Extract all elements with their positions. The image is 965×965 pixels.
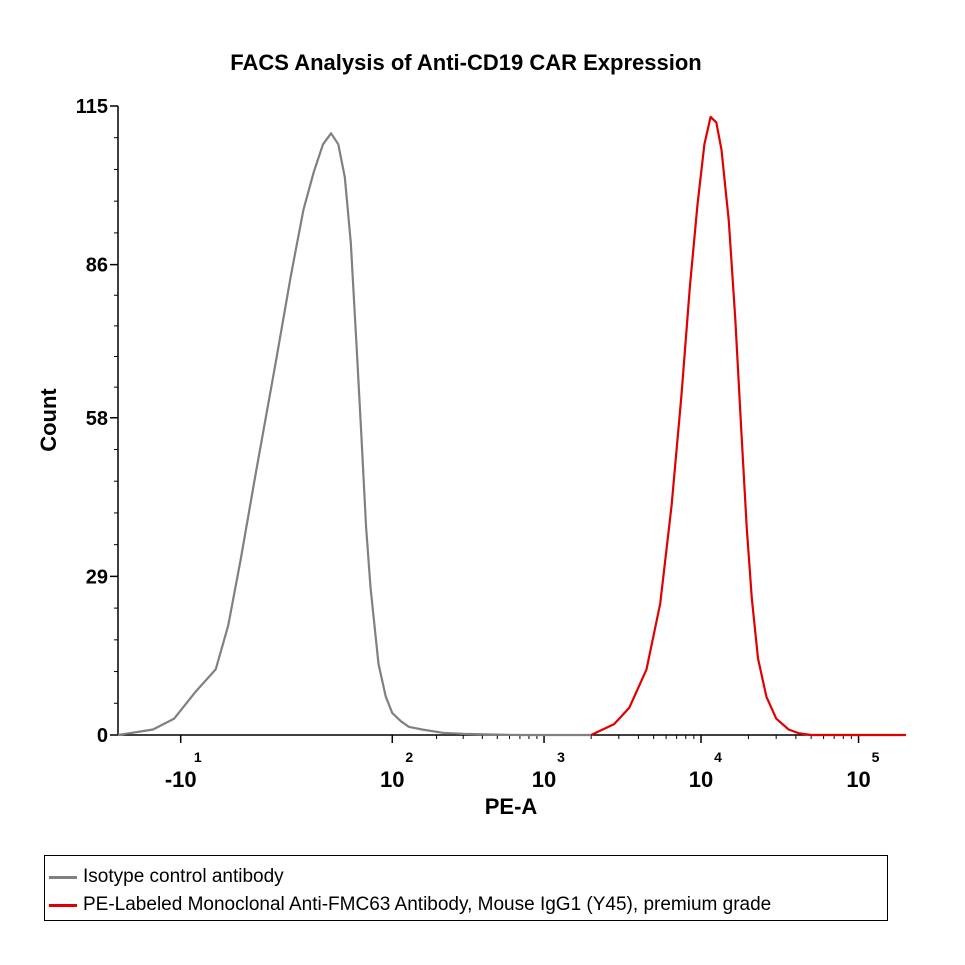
y-tick-label: 29: [86, 566, 108, 588]
legend-item-isotype: Isotype control antibody: [49, 864, 284, 890]
y-tick-label: 0: [97, 725, 108, 747]
legend-swatch-red: [49, 903, 77, 907]
x-tick-label: 10: [689, 767, 713, 792]
x-tick-exponent: 4: [714, 749, 722, 765]
legend-label: Isotype control antibody: [83, 866, 284, 887]
legend-item-pe-labeled: PE-Labeled Monoclonal Anti-FMC63 Antibod…: [49, 892, 771, 918]
x-tick-label: 10: [532, 767, 556, 792]
series-line-isotype: [117, 132, 592, 737]
x-tick-exponent: 3: [557, 749, 565, 765]
series-line-pe-labeled: [590, 115, 906, 737]
facs-histogram-chart: FACS Analysis of Anti-CD19 CAR Expressio…: [36, 50, 906, 819]
y-axis-label: Count: [36, 388, 61, 452]
y-tick-label: 58: [86, 408, 108, 430]
y-axis: 0 29 58 86 115: [76, 96, 118, 747]
legend: Isotype control antibody PE-Labeled Mono…: [44, 855, 888, 921]
x-tick-exponent: 2: [405, 749, 413, 765]
chart-title: FACS Analysis of Anti-CD19 CAR Expressio…: [230, 50, 701, 75]
x-axis-label: PE-A: [485, 794, 538, 819]
series-group: [117, 115, 906, 737]
x-tick-label: -10: [165, 767, 197, 792]
legend-label: PE-Labeled Monoclonal Anti-FMC63 Antibod…: [83, 894, 772, 915]
y-tick-label: 86: [86, 255, 108, 277]
x-tick-label: 10: [380, 767, 404, 792]
x-tick-exponent: 5: [872, 749, 880, 765]
x-tick-exponent: 1: [194, 749, 202, 765]
y-tick-label: 115: [76, 96, 108, 118]
x-tick-label: 10: [846, 767, 870, 792]
legend-swatch-gray: [49, 875, 77, 879]
